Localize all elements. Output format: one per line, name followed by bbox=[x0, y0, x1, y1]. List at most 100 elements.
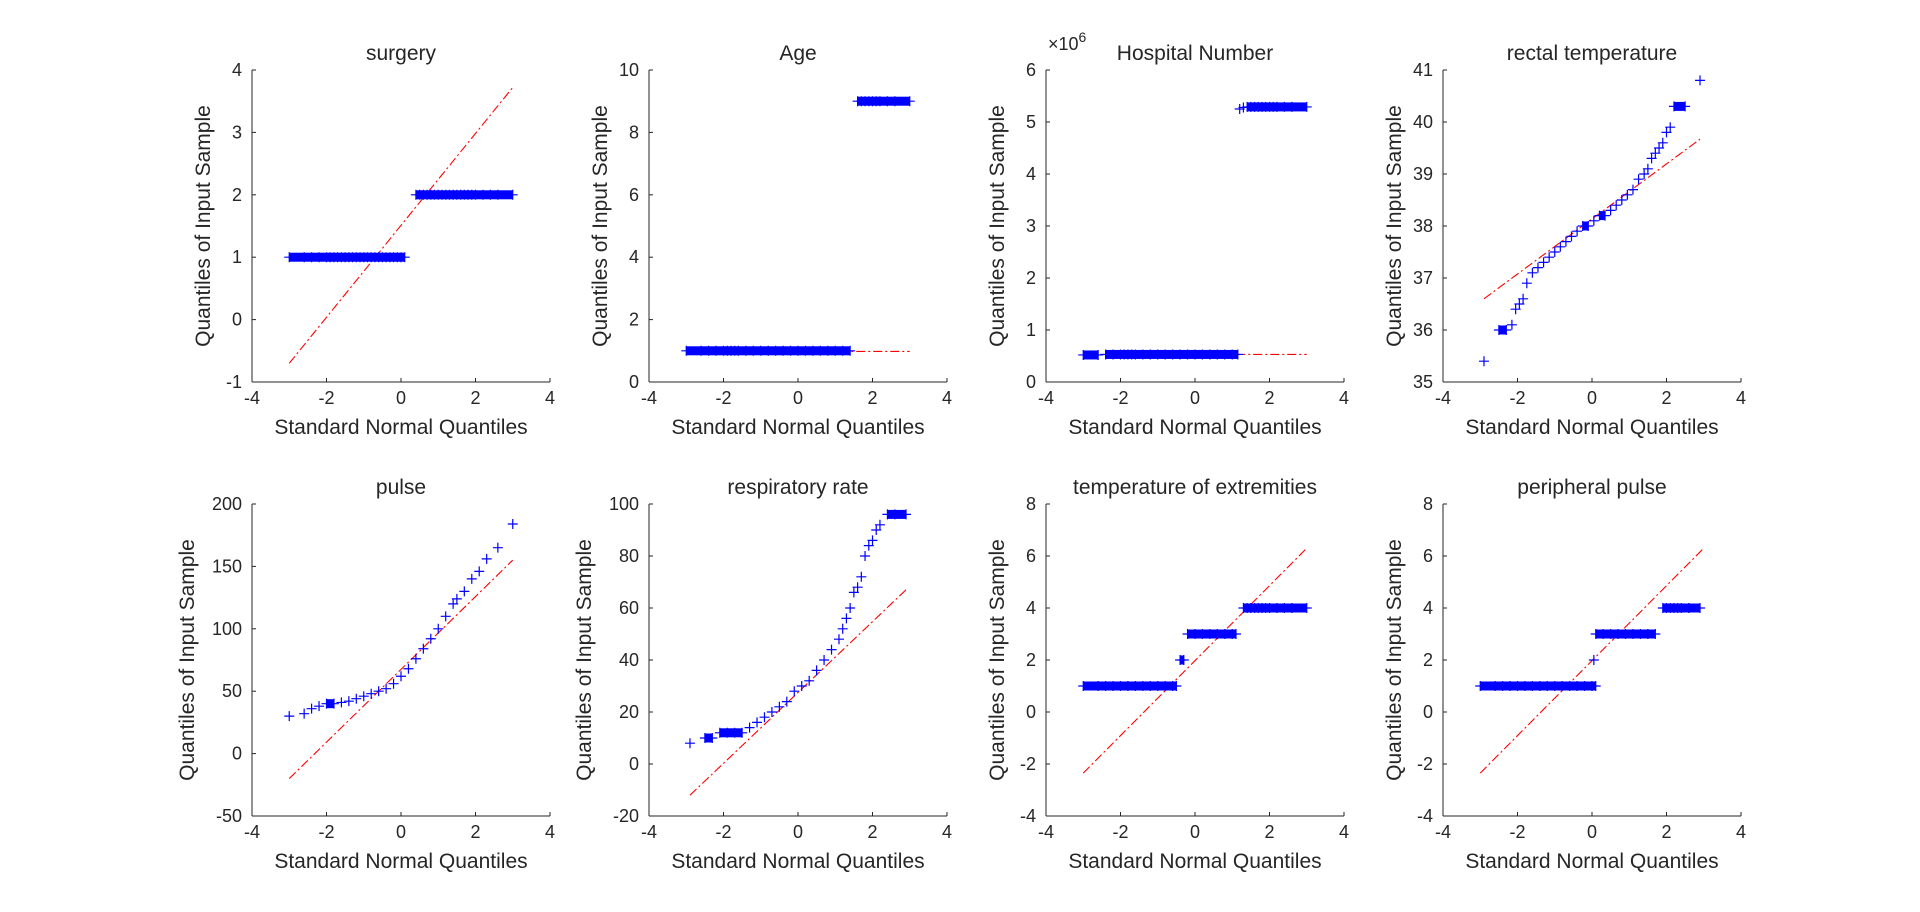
y-tick-label: 1 bbox=[232, 247, 242, 267]
data-point bbox=[474, 566, 485, 577]
data-point bbox=[1518, 293, 1529, 304]
x-tick-label: 4 bbox=[1339, 388, 1349, 408]
data-point bbox=[845, 345, 856, 356]
x-tick-label: 0 bbox=[396, 822, 406, 842]
data-point bbox=[1566, 231, 1577, 242]
data-point bbox=[781, 696, 792, 707]
plot-title: rectal temperature bbox=[1507, 42, 1677, 65]
data-point bbox=[1633, 174, 1644, 185]
data-point bbox=[343, 696, 354, 707]
y-exponent-base: ×10 bbox=[1048, 34, 1079, 54]
data-point bbox=[752, 717, 763, 728]
marker-series-2 bbox=[1175, 655, 1189, 665]
y-tick-label: 1 bbox=[1026, 320, 1036, 340]
x-tick-label: -4 bbox=[1435, 388, 1451, 408]
data-point bbox=[403, 663, 414, 674]
data-point bbox=[328, 698, 339, 709]
x-tick-label: -4 bbox=[641, 388, 657, 408]
x-tick-label: 0 bbox=[793, 388, 803, 408]
x-tick-label: -4 bbox=[641, 822, 657, 842]
y-tick-label: 4 bbox=[1026, 598, 1036, 618]
marker-run bbox=[1083, 681, 1099, 691]
data-point bbox=[1627, 184, 1638, 195]
y-tick-label: 8 bbox=[629, 122, 639, 142]
data-point bbox=[1657, 137, 1668, 148]
data-point bbox=[1549, 247, 1560, 257]
data-point bbox=[1639, 169, 1650, 179]
y-tick-label: 40 bbox=[619, 650, 639, 670]
x-tick-label: 4 bbox=[1736, 388, 1746, 408]
x-tick-label: 0 bbox=[1190, 822, 1200, 842]
y-tick-label: 0 bbox=[1423, 702, 1433, 722]
y-axis-label: Quantiles of Input Sample bbox=[573, 539, 596, 781]
data-point bbox=[684, 738, 695, 749]
y-tick-label: 4 bbox=[629, 247, 639, 267]
data-point bbox=[1232, 349, 1243, 360]
data-point bbox=[1654, 143, 1665, 153]
marker-series-2 bbox=[1588, 655, 1599, 665]
reference-line bbox=[1483, 138, 1701, 300]
y-tick-label: -2 bbox=[1417, 754, 1433, 774]
data-point bbox=[1588, 655, 1599, 665]
y-axis-label: Quantiles of Input Sample bbox=[986, 539, 1009, 781]
y-tick-label: -4 bbox=[1417, 806, 1433, 826]
data-point bbox=[481, 553, 492, 564]
data-point bbox=[1583, 221, 1594, 231]
y-exponent-label: ×106 bbox=[1048, 29, 1087, 54]
plot-title: respiratory rate bbox=[727, 476, 868, 499]
y-axis-label: Quantiles of Input Sample bbox=[589, 105, 612, 347]
marker-run bbox=[1291, 102, 1307, 112]
data-point bbox=[425, 633, 436, 644]
data-point bbox=[507, 189, 518, 200]
y-tick-label: 35 bbox=[1413, 372, 1433, 392]
marker-run bbox=[894, 96, 910, 106]
data-point bbox=[1661, 127, 1672, 138]
y-tick-label: 6 bbox=[629, 185, 639, 205]
data-point bbox=[507, 518, 518, 529]
data-point bbox=[492, 542, 503, 553]
x-tick-label: -2 bbox=[318, 388, 334, 408]
x-tick-label: -4 bbox=[244, 388, 260, 408]
x-tick-label: 0 bbox=[1190, 388, 1200, 408]
data-point bbox=[1588, 215, 1599, 226]
data-point bbox=[826, 644, 837, 655]
x-axis-label: Standard Normal Quantiles bbox=[1465, 850, 1718, 873]
y-tick-label: 2 bbox=[232, 185, 242, 205]
marker-run bbox=[1480, 681, 1496, 691]
data-point bbox=[1665, 122, 1676, 133]
marker-run bbox=[1083, 350, 1099, 360]
x-tick-label: 2 bbox=[1661, 822, 1671, 842]
y-tick-label: 2 bbox=[1026, 268, 1036, 288]
y-tick-label: 200 bbox=[212, 494, 242, 514]
x-tick-label: -2 bbox=[1112, 822, 1128, 842]
y-tick-label: 36 bbox=[1413, 320, 1433, 340]
marker-run bbox=[1673, 101, 1686, 111]
x-tick-label: -4 bbox=[1038, 822, 1054, 842]
data-point bbox=[901, 509, 912, 520]
data-point bbox=[466, 573, 477, 584]
data-point bbox=[744, 722, 755, 733]
data-point bbox=[381, 683, 392, 694]
qq-subplot-4: -4 -2 0 2 4 35 36 37 38 39 40 41 rectal temperature S… bbox=[1383, 42, 1746, 439]
y-tick-label: 6 bbox=[1026, 546, 1036, 566]
x-tick-label: 4 bbox=[545, 388, 555, 408]
data-point bbox=[804, 675, 815, 686]
data-point bbox=[1600, 210, 1611, 221]
x-tick-label: 2 bbox=[470, 822, 480, 842]
y-axis-label: Quantiles of Input Sample bbox=[986, 105, 1009, 347]
x-axis-label: Standard Normal Quantiles bbox=[1068, 850, 1321, 873]
x-tick-label: -2 bbox=[1112, 388, 1128, 408]
data-point bbox=[1572, 226, 1583, 237]
data-point bbox=[848, 587, 859, 598]
data-point bbox=[1510, 304, 1521, 315]
data-point bbox=[1506, 319, 1517, 330]
data-point bbox=[766, 707, 777, 717]
data-point bbox=[433, 623, 444, 634]
marker-series-1 bbox=[284, 518, 518, 722]
y-tick-label: 4 bbox=[1423, 598, 1433, 618]
x-tick-label: 2 bbox=[470, 388, 480, 408]
data-point bbox=[774, 701, 785, 712]
data-point bbox=[1642, 163, 1653, 174]
y-tick-label: 0 bbox=[1026, 702, 1036, 722]
